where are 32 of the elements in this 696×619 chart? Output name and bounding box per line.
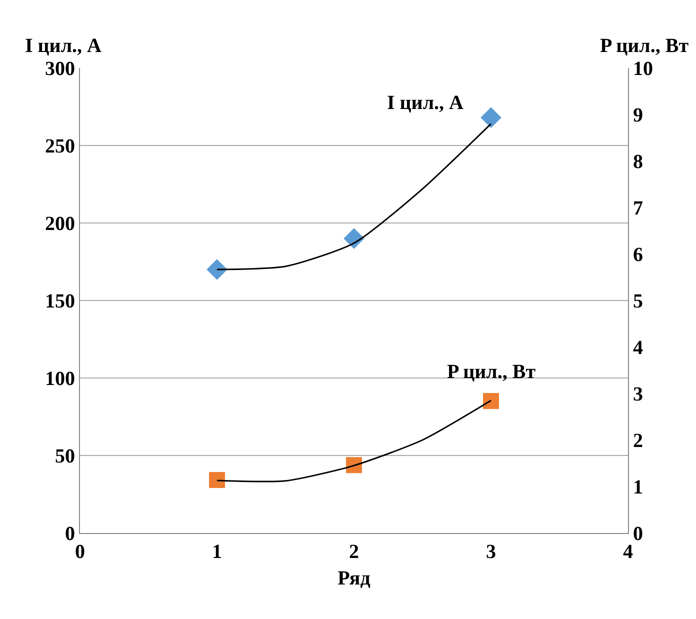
y-tick-label: 250 <box>45 136 75 158</box>
y-tick-label: 150 <box>45 290 75 312</box>
x-tick-label: 2 <box>349 541 359 563</box>
y2-tick-label: 8 <box>633 151 643 173</box>
x-tick-label: 3 <box>486 541 496 563</box>
y-tick-label: 200 <box>45 213 75 235</box>
point <box>206 259 228 280</box>
y2-tick-label: 5 <box>633 290 643 312</box>
y-axis-title: I цил., А <box>25 35 102 57</box>
x-axis-title: Ряд <box>338 568 370 590</box>
point <box>209 472 225 488</box>
y2-tick-label: 7 <box>633 198 643 220</box>
y2-axis-title: P цил., Вт <box>600 35 689 57</box>
point <box>483 392 499 409</box>
y2-tick-label: 2 <box>633 430 643 452</box>
y-tick-label: 0 <box>65 523 75 545</box>
y2-tick-label: 6 <box>633 244 643 266</box>
y-tick-label: 50 <box>55 446 75 468</box>
x-tick-label: 1 <box>212 541 222 563</box>
point <box>346 457 362 474</box>
x-tick-label: 4 <box>623 541 633 563</box>
y-tick-label: 100 <box>45 368 75 390</box>
y2-tick-label: 9 <box>633 104 643 126</box>
y2-tick-label: 1 <box>633 476 643 498</box>
y2-tick-label: 4 <box>633 337 643 359</box>
series-label: I цил., А <box>387 92 464 114</box>
y2-tick-label: 10 <box>633 58 653 80</box>
point <box>480 107 502 128</box>
y2-tick-label: 3 <box>633 384 643 406</box>
y-tick-label: 300 <box>45 58 75 80</box>
y2-tick-label: 0 <box>633 523 643 545</box>
series-label: P цил., Вт <box>447 361 536 383</box>
